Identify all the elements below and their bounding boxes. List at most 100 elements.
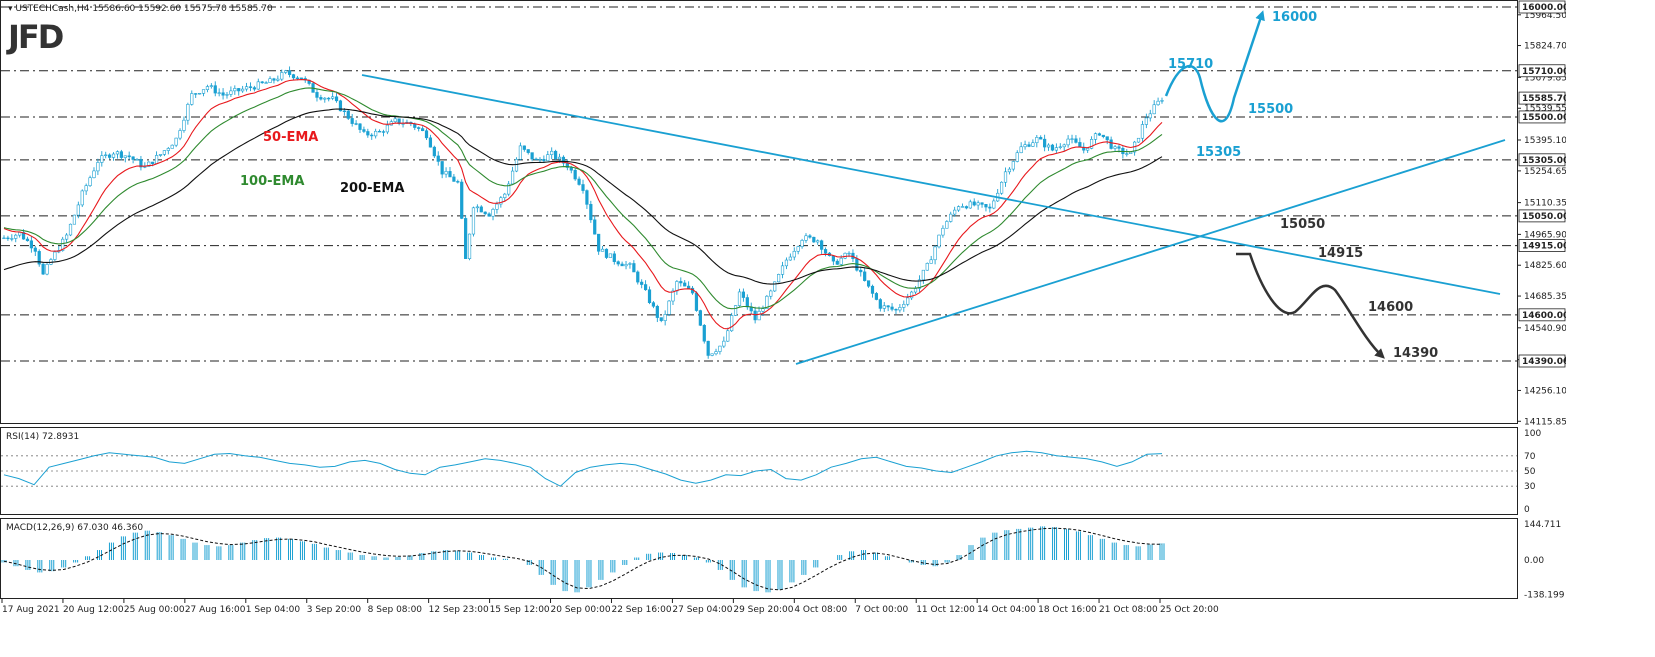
candle-body — [929, 259, 933, 264]
candle-body — [530, 152, 534, 160]
candle-body — [1097, 133, 1102, 136]
candle-body — [608, 253, 612, 258]
candle-body — [108, 154, 112, 158]
time-tick-label: 3 Sep 20:00 — [307, 605, 362, 615]
candle-body — [127, 155, 131, 158]
candle-body — [589, 204, 593, 221]
candle-body — [499, 197, 503, 205]
time-tick-label: 20 Sep 00:00 — [551, 605, 611, 615]
candle-body — [331, 96, 335, 99]
candle-body — [847, 252, 851, 255]
price-tick-label: 14685.35 — [1524, 292, 1566, 302]
candle-body — [471, 207, 476, 235]
time-tick-label: 25 Aug 00:00 — [124, 605, 185, 615]
candle-body — [925, 263, 929, 271]
candle-body — [1144, 117, 1148, 125]
candle-body — [554, 150, 558, 160]
candle-body — [84, 185, 88, 192]
candle-body — [839, 257, 843, 265]
candle-body — [780, 265, 785, 275]
level-label-box — [1518, 354, 1566, 368]
candle-body — [37, 251, 41, 265]
candle-body — [910, 291, 914, 299]
time-tick-label: 17 Aug 2021 — [2, 605, 60, 615]
candle-body — [702, 325, 706, 342]
candle-body — [1117, 146, 1121, 149]
candle-body — [29, 240, 33, 249]
candle-body — [1093, 133, 1098, 140]
candle-body — [866, 280, 871, 287]
candle-body — [643, 284, 648, 291]
candle-body — [733, 305, 738, 316]
candle-body — [268, 78, 272, 83]
level-label: 15710.00 — [1522, 67, 1566, 77]
candle-body — [1148, 113, 1152, 119]
price-tick-label: 14540.90 — [1524, 324, 1566, 334]
candle-body — [882, 305, 886, 309]
candle-body — [980, 202, 984, 205]
candle-body — [45, 264, 49, 275]
candle-body — [131, 156, 135, 160]
candle-body — [280, 72, 284, 80]
candle-body — [636, 271, 640, 283]
ema100-label: 100-EMA — [240, 174, 304, 189]
candle-body — [581, 184, 585, 191]
candle-body — [467, 233, 472, 259]
candle-body — [651, 302, 656, 307]
candle-body — [945, 221, 949, 229]
candle-body — [972, 201, 976, 206]
candle-body — [510, 170, 515, 185]
candle-body — [761, 308, 765, 312]
candle-body — [640, 281, 644, 285]
candle-body — [170, 144, 174, 149]
candle-body — [444, 171, 448, 175]
candle-body — [898, 307, 902, 311]
candle-body — [604, 248, 609, 258]
scenario-label-14390: 14390 — [1393, 346, 1438, 361]
candle-body — [820, 240, 824, 250]
candle-body — [800, 240, 804, 247]
symbol-ohlc-line: ▾ USTECHCash,H4 15586.60 15592.60 15575.… — [8, 4, 273, 14]
candle-body — [1070, 138, 1074, 140]
rsi-tick-label: 50 — [1524, 467, 1536, 477]
candle-body — [812, 236, 816, 243]
candle-body — [796, 246, 800, 252]
level-label: 14600.00 — [1522, 311, 1566, 321]
level-label-box — [1518, 64, 1566, 78]
candle-body — [816, 240, 820, 243]
macd-tick-label: 0.00 — [1524, 556, 1544, 566]
candle-body — [61, 238, 65, 251]
candle-body — [252, 87, 256, 90]
bullish-scenario-arrow — [1164, 10, 1265, 123]
price-tick-label: 14825.60 — [1524, 261, 1566, 271]
candle-body — [741, 291, 745, 298]
candle-body — [464, 218, 468, 259]
candle-body — [632, 263, 636, 273]
candle-body — [135, 159, 139, 161]
level-label: 15585.70 — [1522, 94, 1566, 104]
candle-body — [194, 93, 198, 95]
time-tick-label: 20 Aug 12:00 — [63, 605, 124, 615]
candle-body — [166, 148, 170, 151]
candle-body — [158, 154, 163, 156]
candle-body — [495, 203, 499, 210]
chart-canvas: 15964.50 15824.70 15679.85 15539.55 15395.10… — [0, 0, 1569, 615]
time-tick-label: 18 Oct 16:00 — [1038, 605, 1097, 615]
trendlines — [361, 74, 1506, 365]
level-label: 16000.00 — [1522, 3, 1566, 13]
candle-body — [338, 100, 343, 112]
candle-body — [1105, 136, 1109, 141]
candle-body — [968, 201, 972, 209]
macd-tick-label: -138.199 — [1524, 590, 1565, 600]
candle-body — [295, 77, 300, 79]
candle-body — [906, 297, 910, 305]
ema50-line — [3, 79, 1163, 330]
candle-body — [299, 77, 303, 80]
scenario-paths — [1164, 10, 1385, 359]
candle-body — [264, 82, 268, 84]
candle-body — [111, 153, 116, 158]
candle-body — [260, 81, 264, 84]
candle-body — [41, 263, 45, 275]
candle-body — [186, 104, 190, 121]
candle-body — [730, 315, 734, 332]
